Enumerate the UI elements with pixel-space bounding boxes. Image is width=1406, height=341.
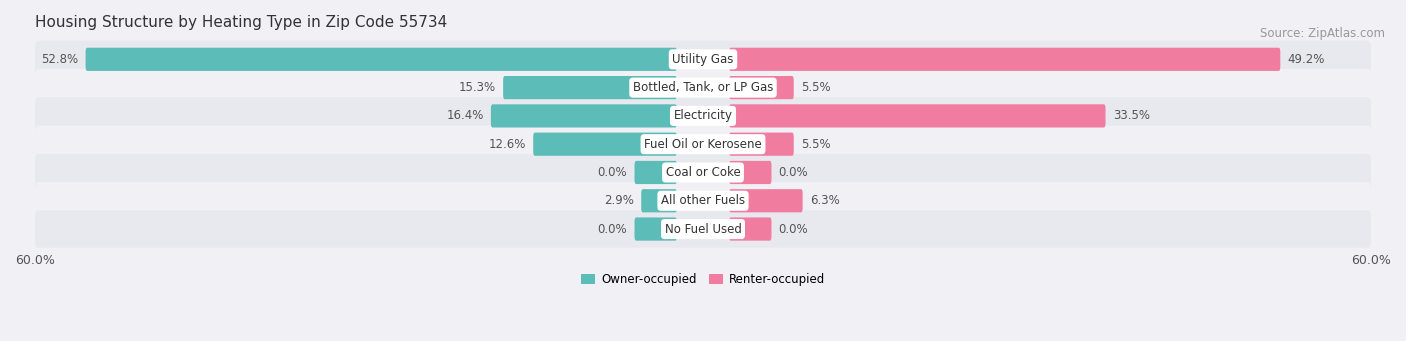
FancyBboxPatch shape — [35, 210, 1371, 248]
FancyBboxPatch shape — [35, 182, 1371, 220]
Legend: Owner-occupied, Renter-occupied: Owner-occupied, Renter-occupied — [576, 269, 830, 291]
Text: Electricity: Electricity — [673, 109, 733, 122]
Text: 5.5%: 5.5% — [801, 81, 831, 94]
Text: 15.3%: 15.3% — [458, 81, 496, 94]
FancyBboxPatch shape — [533, 133, 676, 156]
Text: 16.4%: 16.4% — [446, 109, 484, 122]
FancyBboxPatch shape — [730, 218, 772, 241]
FancyBboxPatch shape — [491, 104, 676, 128]
FancyBboxPatch shape — [641, 189, 676, 212]
Text: 33.5%: 33.5% — [1112, 109, 1150, 122]
Text: 0.0%: 0.0% — [598, 223, 627, 236]
Text: No Fuel Used: No Fuel Used — [665, 223, 741, 236]
Text: 52.8%: 52.8% — [41, 53, 79, 66]
Text: Utility Gas: Utility Gas — [672, 53, 734, 66]
Text: 2.9%: 2.9% — [605, 194, 634, 207]
Text: 0.0%: 0.0% — [598, 166, 627, 179]
Text: 6.3%: 6.3% — [810, 194, 839, 207]
FancyBboxPatch shape — [634, 161, 676, 184]
FancyBboxPatch shape — [634, 218, 676, 241]
Text: 12.6%: 12.6% — [489, 138, 526, 151]
Text: Housing Structure by Heating Type in Zip Code 55734: Housing Structure by Heating Type in Zip… — [35, 15, 447, 30]
FancyBboxPatch shape — [35, 125, 1371, 163]
Text: 5.5%: 5.5% — [801, 138, 831, 151]
FancyBboxPatch shape — [730, 161, 772, 184]
FancyBboxPatch shape — [86, 48, 676, 71]
Text: 0.0%: 0.0% — [779, 223, 808, 236]
Text: 49.2%: 49.2% — [1288, 53, 1324, 66]
FancyBboxPatch shape — [35, 69, 1371, 106]
FancyBboxPatch shape — [730, 76, 794, 99]
Text: All other Fuels: All other Fuels — [661, 194, 745, 207]
Text: Fuel Oil or Kerosene: Fuel Oil or Kerosene — [644, 138, 762, 151]
FancyBboxPatch shape — [503, 76, 676, 99]
FancyBboxPatch shape — [35, 97, 1371, 135]
FancyBboxPatch shape — [730, 189, 803, 212]
Text: 0.0%: 0.0% — [779, 166, 808, 179]
Text: Bottled, Tank, or LP Gas: Bottled, Tank, or LP Gas — [633, 81, 773, 94]
FancyBboxPatch shape — [730, 48, 1281, 71]
FancyBboxPatch shape — [35, 41, 1371, 78]
FancyBboxPatch shape — [35, 154, 1371, 191]
FancyBboxPatch shape — [730, 104, 1105, 128]
Text: Coal or Coke: Coal or Coke — [665, 166, 741, 179]
Text: Source: ZipAtlas.com: Source: ZipAtlas.com — [1260, 27, 1385, 40]
FancyBboxPatch shape — [730, 133, 794, 156]
